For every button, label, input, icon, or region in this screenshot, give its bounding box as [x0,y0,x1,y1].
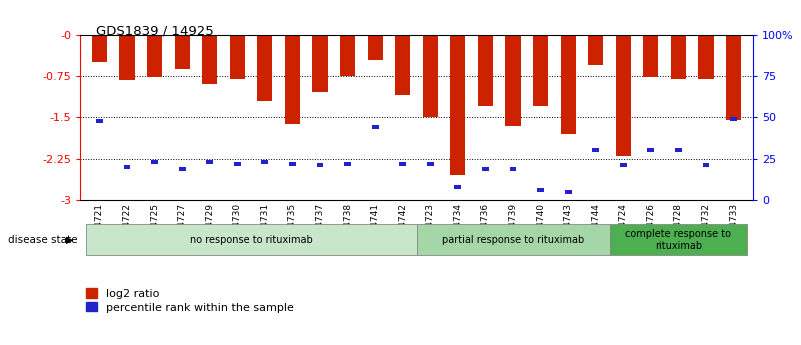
Text: disease state: disease state [8,235,78,245]
Bar [151,160,158,164]
Bar [344,162,351,166]
Bar [731,117,737,121]
Bar [340,34,355,76]
Bar [423,34,438,117]
Bar [620,164,626,167]
Bar [230,34,245,79]
Bar [509,167,517,170]
Bar [565,190,572,194]
Bar [92,34,107,62]
Bar [285,34,300,124]
Bar [561,34,576,134]
Bar [368,34,383,60]
Bar [643,34,658,77]
Bar [454,185,461,189]
FancyBboxPatch shape [86,224,417,255]
Bar [179,167,186,170]
Bar [316,164,324,167]
Bar [400,162,406,166]
Text: partial response to rituximab: partial response to rituximab [442,235,584,245]
Bar [478,34,493,106]
Bar [588,34,603,65]
Bar [312,34,328,92]
Bar [450,34,465,175]
Bar [372,125,379,129]
Bar [261,160,268,164]
Text: no response to rituximab: no response to rituximab [190,235,312,245]
Bar [505,34,521,126]
Text: ▶: ▶ [66,235,74,245]
Bar [675,148,682,152]
Bar [616,34,631,156]
Bar [96,119,103,122]
Bar [593,148,599,152]
Bar [671,34,686,79]
Bar [533,34,548,106]
Bar [395,34,410,95]
FancyBboxPatch shape [610,224,747,255]
Bar [123,165,131,169]
Bar [698,34,714,79]
Bar [119,34,135,80]
FancyBboxPatch shape [417,224,610,255]
Bar [147,34,162,77]
Bar [482,167,489,170]
Bar [726,34,741,120]
Bar [289,162,296,166]
Bar [537,188,544,192]
Bar [257,34,272,101]
Text: complete response to
rituximab: complete response to rituximab [626,229,731,250]
Legend: log2 ratio, percentile rank within the sample: log2 ratio, percentile rank within the s… [86,288,293,313]
Bar [202,34,217,84]
Bar [647,148,654,152]
Text: GDS1839 / 14925: GDS1839 / 14925 [96,24,214,37]
Bar [207,160,213,164]
Bar [427,162,433,166]
Bar [702,164,710,167]
Bar [234,162,240,166]
Bar [175,34,190,69]
